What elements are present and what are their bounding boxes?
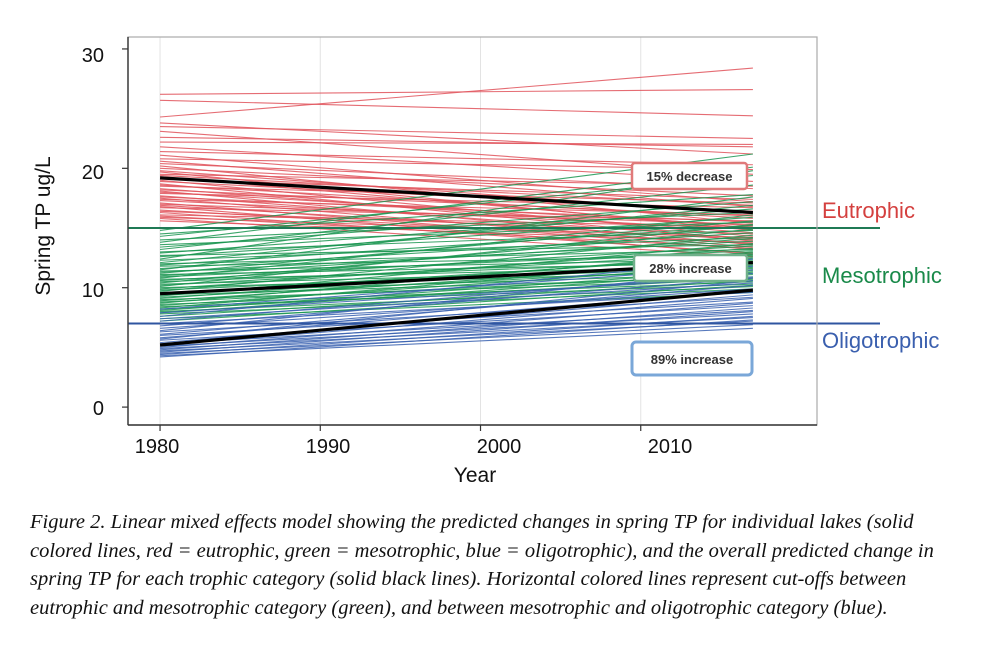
- eutrophic-lake-line: [160, 184, 753, 220]
- eutrophic-label: Eutrophic: [822, 198, 915, 223]
- eutrophic-lake-line: [160, 67, 753, 118]
- annotation-boxes: 15% decrease 28% increase 89% increase: [630, 161, 754, 377]
- figure-caption: Figure 2. Linear mixed effects model sho…: [30, 511, 934, 619]
- mesotrophic-label: Mesotrophic: [822, 263, 942, 288]
- mesotrophic-lake-line: [160, 283, 753, 308]
- tick-labels: 0 10 20 30 1980 1990 2000 2010: [82, 45, 693, 458]
- x-tick-label: 2010: [648, 436, 693, 458]
- eutrophic-lake-line: [159, 190, 753, 246]
- annotation-text: 28% increase: [649, 261, 731, 276]
- eutrophic-lake-line: [160, 189, 753, 217]
- y-axis-title: Spring TP ug/L: [32, 156, 55, 295]
- axes: [122, 36, 818, 431]
- mesotrophic-lake-line: [159, 220, 753, 274]
- x-tick-label: 1990: [306, 436, 351, 458]
- y-tick-label: 10: [82, 280, 104, 302]
- eutrophic-lake-line: [160, 88, 753, 95]
- annotation-box: [630, 161, 749, 191]
- oligotrophic-label: Oligotrophic: [822, 328, 939, 353]
- mesotrophic-lake-line: [159, 223, 753, 288]
- mesotrophic-lake-line: [160, 211, 753, 241]
- mesotrophic-lake-line: [159, 196, 753, 271]
- category-labels: Eutrophic Mesotrophic Oligotrophic: [822, 198, 942, 353]
- y-tick-label: 0: [93, 398, 104, 420]
- annotation-mesotrophic: 28% increase: [632, 253, 749, 283]
- oligotrophic-lake-line: [160, 302, 753, 348]
- cutoff-lines: [128, 227, 880, 325]
- mesotrophic-lake-line: [160, 208, 753, 254]
- eutrophic-overall-line: [159, 176, 754, 215]
- oligotrophic-lake-line: [160, 307, 753, 351]
- eutrophic-lake-line: [160, 215, 753, 249]
- oligotrophic-lake-line: [160, 277, 753, 327]
- annotation-box: [632, 253, 749, 283]
- trend-chart: 15% decrease 28% increase 89% increase E…: [32, 36, 942, 487]
- annotation-box: [630, 340, 754, 377]
- mesotrophic-lake-lines: [159, 153, 753, 322]
- x-tick-label: 2000: [477, 436, 522, 458]
- oligotrophic-lake-line: [160, 313, 753, 347]
- eutrophic-lake-line: [160, 191, 753, 227]
- eutrophic-lake-line: [160, 210, 753, 235]
- eutrophic-lake-line: [160, 196, 753, 223]
- mesotrophic-lake-line: [160, 225, 753, 266]
- mesotrophic-lake-line: [159, 184, 753, 251]
- mesotrophic-lake-line: [159, 204, 753, 264]
- annotation-text: 15% decrease: [646, 169, 732, 184]
- eutrophic-lake-line: [160, 214, 753, 228]
- mesotrophic-lake-line: [160, 229, 753, 253]
- annotation-oligotrophic: 89% increase: [630, 340, 754, 377]
- annotation-text: 89% increase: [651, 352, 733, 367]
- mesotrophic-lake-line: [160, 232, 753, 270]
- oligotrophic-lake-line: [159, 279, 753, 340]
- eutrophic-lake-line: [160, 154, 753, 203]
- oligotrophic-lake-line: [160, 311, 753, 353]
- oligotrophic-overall-line: [159, 288, 754, 347]
- mesotrophic-lake-line: [160, 237, 753, 261]
- mesotrophic-lake-line: [159, 228, 753, 284]
- mesotrophic-lake-line: [159, 234, 753, 292]
- eutrophic-lake-line: [160, 160, 753, 208]
- y-tick-label: 30: [82, 45, 104, 67]
- oligotrophic-lake-line: [160, 288, 753, 329]
- oligotrophic-lake-line: [160, 319, 753, 358]
- eutrophic-lake-line: [160, 167, 753, 197]
- mesotrophic-lake-line: [160, 281, 753, 305]
- mesotrophic-lake-line: [159, 214, 753, 279]
- oligotrophic-lake-line: [160, 309, 753, 345]
- eutrophic-lake-line: [160, 141, 753, 145]
- y-tick-label: 20: [82, 162, 104, 184]
- x-tick-label: 1980: [135, 436, 180, 458]
- mesotrophic-lake-line: [160, 216, 753, 258]
- eutrophic-lake-line: [160, 125, 753, 140]
- x-axis-title: Year: [454, 464, 496, 487]
- eutrophic-lake-line: [160, 136, 753, 148]
- eutrophic-lake-line: [160, 99, 753, 117]
- mesotrophic-lake-line: [160, 291, 753, 320]
- eutrophic-lake-line: [160, 198, 753, 216]
- mesotrophic-lake-line: [160, 284, 753, 322]
- mesotrophic-lake-line: [160, 240, 753, 273]
- annotation-eutrophic: 15% decrease: [630, 161, 749, 191]
